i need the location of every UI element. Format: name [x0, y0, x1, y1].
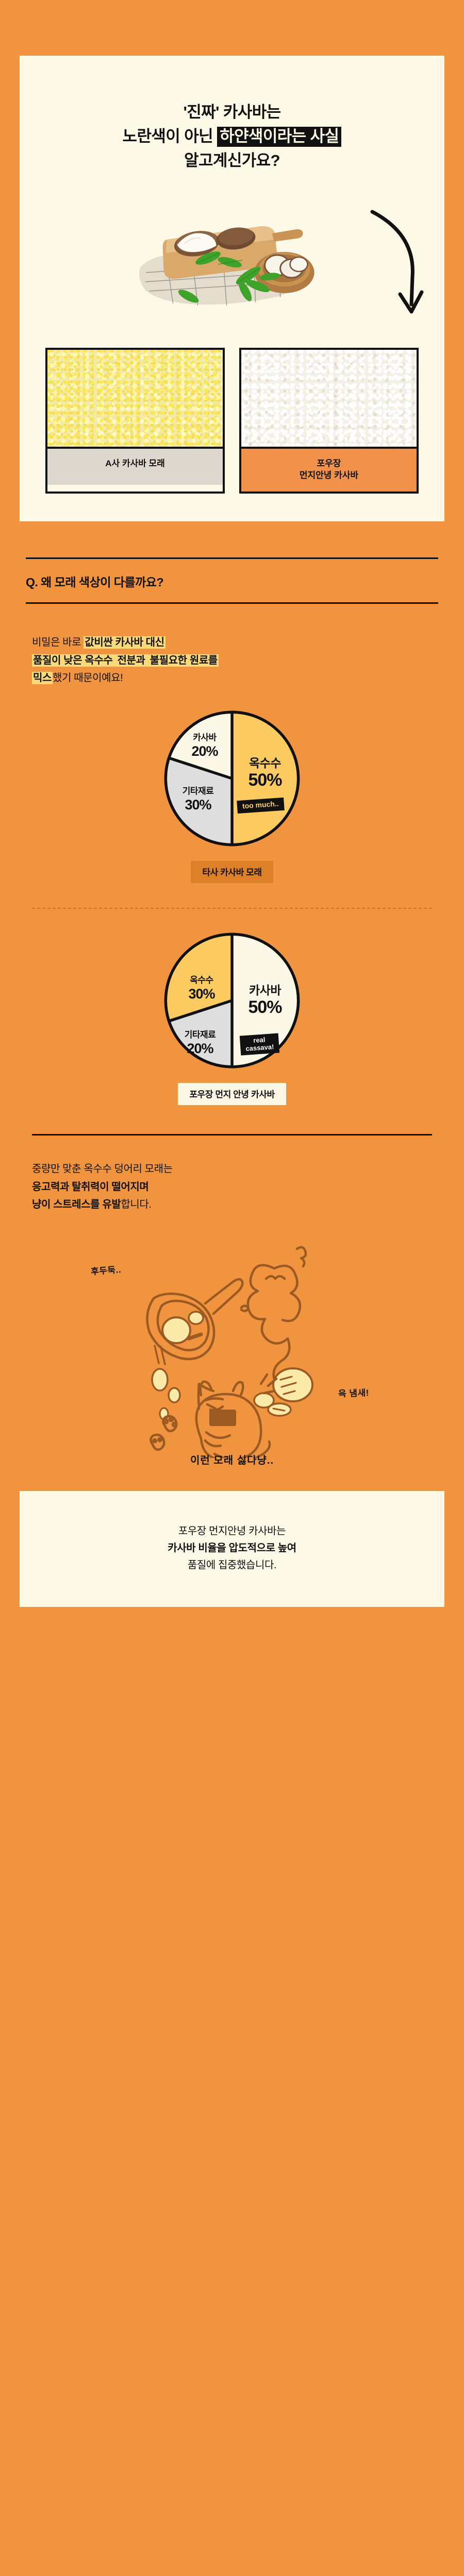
chart-caption-ours: 포우장 먼지 안녕 카사바: [178, 1083, 286, 1106]
footer-line-3: 품질에 집중했습니다.: [187, 1559, 277, 1571]
curved-down-arrow-icon: [370, 210, 424, 314]
closing-text: 중량만 맞춘 옥수수 덩어리 모래는 응고력과 탈취력이 떨어지며 냥이 스트레…: [0, 1136, 464, 1213]
solid-divider: [32, 1134, 432, 1136]
badge-real-cassava: real cassava!: [239, 1033, 280, 1056]
answer-line-3-post: 했기 때문이예요!: [53, 672, 123, 684]
sand-swatch-comparison: A사 카사바 모래 포우장 먼지안녕 카사바: [20, 345, 444, 494]
page-title: '진짜' 카사바는 노란색이 아닌 하얀색이라는 사실 알고계신가요?: [20, 100, 444, 173]
white-cassava-sand-swatch: [241, 350, 417, 447]
swatch-label-ours: 포우장 먼지안녕 카사바: [241, 447, 417, 492]
cassava-photo-block: [20, 190, 444, 345]
closing-line-3-post: 합니다.: [121, 1199, 152, 1211]
bad-smell-swirl-icon: [240, 1246, 307, 1381]
pie-chart-1-graphic: 옥수수 50% 카사바 20% 기타재료 30% too much..: [163, 709, 301, 848]
swatch-label-ours-product: 먼지안녕 카사바: [299, 470, 359, 480]
sleeping-cat-icon: [150, 1373, 278, 1458]
litter-scoop-icon: [146, 1292, 216, 1360]
swatch-label-ours-brand: 포우장: [317, 459, 341, 469]
pie-slices-2: [164, 933, 300, 1069]
title-line-3: 알고계신가요?: [184, 151, 280, 170]
answer-highlight-1: 값비싼 카사바 대신: [84, 636, 165, 649]
hero-panel: '진짜' 카사바는 노란색이 아닌 하얀색이라는 사실 알고계신가요?: [20, 56, 444, 522]
badge-real-cassava-line2: cassava!: [245, 1043, 274, 1053]
answer-highlight-4: 믹스: [32, 671, 53, 684]
closing-line-3: 냥이 스트레스를 유발합니다.: [32, 1196, 432, 1213]
title-line-2-prefix: 노란색이 아닌: [122, 127, 218, 146]
closing-line-2: 응고력과 탈취력이 떨어지며: [32, 1178, 432, 1196]
swatch-card-ours: 포우장 먼지안녕 카사바: [239, 348, 419, 494]
cat-scene-drawing: [146, 1246, 313, 1458]
pie-chart-ours: 카사바 50% 옥수수 30% 기타재료 20% real cassava! 포…: [0, 909, 464, 1106]
footer-line-1: 포우장 먼지안녕 카사바는: [178, 1525, 286, 1537]
note-bad-smell: 윽 냄새!: [338, 1387, 370, 1399]
answer-line-1: 비밀은 바로 값비싼 카사바 대신: [32, 634, 432, 651]
answer-highlight-2: 품질이 낮은 옥수수: [32, 654, 114, 667]
answer-line-2-mid: 전분과: [113, 654, 149, 667]
cassava-root-and-slices-photo: [139, 226, 314, 306]
answer-text: 비밀은 바로 값비싼 카사바 대신 품질이 낮은 옥수수 전분과 불필요한 원료…: [0, 604, 464, 687]
swatch-label-competitor: A사 카사바 모래: [47, 447, 223, 485]
closing-line-2-bold: 응고력과 탈취력이 떨어지며: [32, 1181, 149, 1193]
pie-slice-corn: [230, 711, 300, 846]
divider-top: [26, 557, 438, 560]
swatch-card-competitor: A사 카사바 모래: [45, 348, 225, 494]
chart-caption-competitor: 타사 카사바 모래: [191, 861, 273, 884]
footer-line-2: 카사바 비율을 압도적으로 높여: [20, 1540, 444, 1557]
answer-line-1-prefix: 비밀은 바로: [32, 637, 84, 649]
note-cat-dislike: 이런 모래 싫다냥..: [190, 1454, 274, 1466]
footer-line-2-bold: 카사바 비율을 압도적으로 높여: [168, 1542, 296, 1554]
cat-illustration-scene: 후두둑.. 윽 냄새! 이런 모래 싫다냥..: [0, 1236, 464, 1484]
footer-panel: 포우장 먼지안녕 카사바는 카사바 비율을 압도적으로 높여 품질에 집중했습니…: [20, 1490, 444, 1607]
title-line-2: 노란색이 아닌 하얀색이라는 사실: [20, 124, 444, 148]
pie-slices-1: [164, 711, 300, 846]
closing-line-3-bold: 냥이 스트레스를 유발: [32, 1199, 121, 1211]
closing-line-1: 중량만 맞춘 옥수수 덩어리 모래는: [32, 1163, 173, 1175]
question-title: Q. 왜 모래 색상이 다를까요?: [26, 575, 164, 589]
answer-line-3: 믹스 했기 때문이예요!: [32, 669, 432, 687]
pie-chart-2-graphic: 카사바 50% 옥수수 30% 기타재료 20% real cassava!: [163, 931, 301, 1070]
title-highlight: 하얀색이라는 사실: [217, 127, 342, 147]
yellow-cassava-sand-swatch: [47, 350, 223, 447]
note-pouring-sound: 후두둑..: [90, 1264, 122, 1277]
question-section: Q. 왜 모래 색상이 다를까요?: [0, 521, 464, 604]
title-line-1: '진짜' 카사바는: [183, 103, 281, 121]
answer-highlight-3: 불필요한 원료를: [148, 654, 219, 667]
pie-chart-competitor: 옥수수 50% 카사바 20% 기타재료 30% too much.. 타사 카…: [0, 687, 464, 884]
divider-bottom: [26, 602, 438, 604]
dashed-divider: [32, 908, 432, 909]
answer-line-2: 품질이 낮은 옥수수 전분과 불필요한 원료를: [32, 652, 432, 669]
